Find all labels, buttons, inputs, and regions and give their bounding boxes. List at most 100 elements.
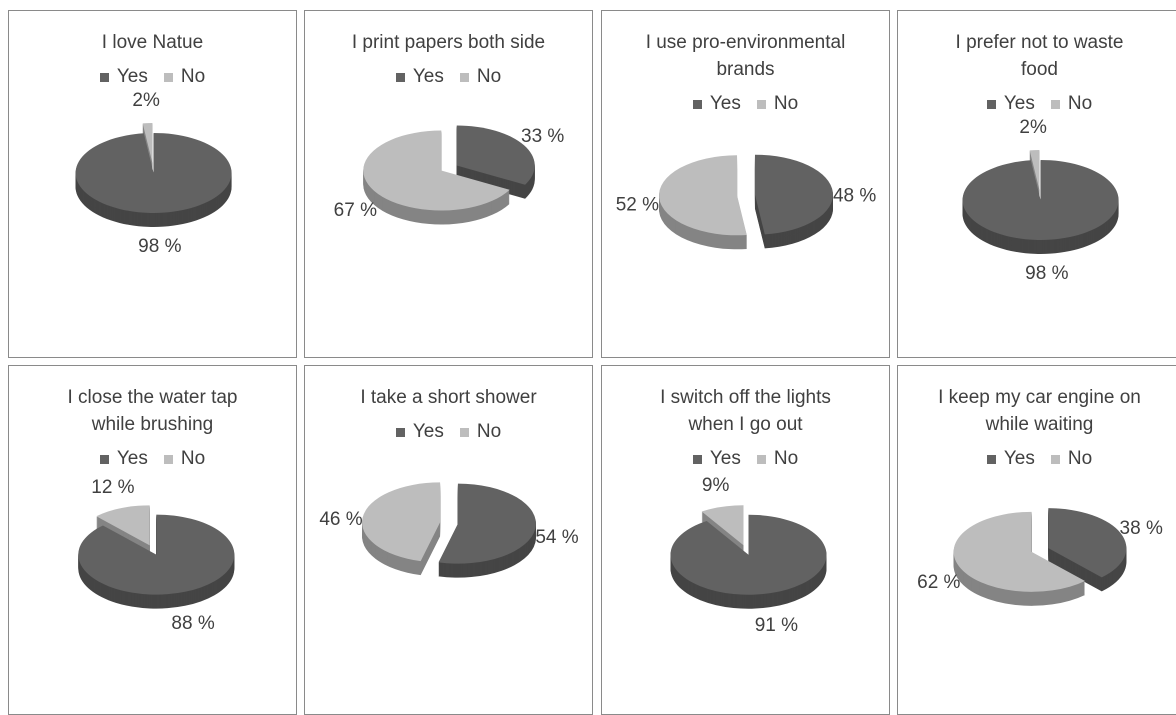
legend-label: No — [181, 66, 205, 87]
pie-plot: 48 % 52 % — [606, 115, 886, 315]
pie-plot: 98 % 2% — [13, 88, 293, 288]
pie-slice — [78, 515, 234, 595]
legend-item: No — [160, 448, 209, 469]
pie-plot: 98 % 2% — [900, 115, 1176, 315]
pie-plot: 88 % 12 % — [13, 470, 293, 670]
legend-item: No — [753, 448, 802, 469]
legend-label: Yes — [413, 66, 444, 87]
legend-swatch — [100, 73, 109, 82]
legend-swatch — [164, 73, 173, 82]
legend: Yes No — [602, 448, 889, 470]
legend-swatch — [396, 428, 405, 437]
pie-plot: 91 % 9% — [606, 470, 886, 670]
legend-item: Yes — [96, 448, 152, 469]
chart-title: I take a short shower — [344, 384, 554, 411]
pie-slice — [75, 133, 231, 213]
legend-item: Yes — [689, 93, 745, 114]
legend-swatch — [987, 100, 996, 109]
pie-plot: 33 % 67 % — [309, 88, 589, 288]
legend-item: Yes — [96, 66, 152, 87]
legend-label: Yes — [1004, 448, 1035, 469]
data-label: 48 % — [832, 185, 875, 206]
chart-title: I print papers both side — [344, 29, 554, 56]
pie-slice — [670, 515, 826, 595]
chart-title: I keep my car engine on while waiting — [935, 384, 1145, 438]
legend-label: No — [1068, 93, 1092, 114]
chart-panel: I keep my car engine on while waiting Yes… — [897, 365, 1176, 715]
data-label: 33 % — [521, 126, 564, 147]
legend: Yes No — [898, 448, 1176, 470]
legend: Yes No — [9, 448, 296, 470]
legend-swatch — [460, 73, 469, 82]
data-label: 88 % — [171, 613, 214, 634]
legend-label: Yes — [1004, 93, 1035, 114]
legend-swatch — [693, 100, 702, 109]
legend-item: Yes — [689, 448, 745, 469]
legend-label: No — [477, 66, 501, 87]
legend-item: No — [1047, 93, 1096, 114]
data-label: 2% — [132, 90, 160, 111]
data-label: 12 % — [91, 477, 134, 498]
data-label: 38 % — [1119, 518, 1162, 539]
legend-label: Yes — [117, 448, 148, 469]
chart-title: I switch off the lights when I go out — [641, 384, 851, 438]
legend-item: Yes — [983, 448, 1039, 469]
legend-item: No — [1047, 448, 1096, 469]
legend-item: No — [456, 421, 505, 442]
data-label: 9% — [701, 475, 729, 496]
legend-label: Yes — [710, 93, 741, 114]
data-label: 91 % — [754, 615, 797, 636]
legend-item: Yes — [392, 421, 448, 442]
legend-label: No — [181, 448, 205, 469]
pie-plot: 54 % 46 % — [309, 443, 589, 643]
chart-panel: I close the water tap while brushing Yes N… — [8, 365, 297, 715]
chart-panel: I switch off the lights when I go out Yes… — [601, 365, 890, 715]
legend-label: No — [774, 93, 798, 114]
data-label: 2% — [1019, 117, 1047, 138]
legend: Yes No — [305, 66, 592, 88]
data-label: 54 % — [535, 527, 578, 548]
legend-item: No — [753, 93, 802, 114]
legend-swatch — [460, 428, 469, 437]
legend: Yes No — [602, 93, 889, 115]
chart-title: I love Natue — [48, 29, 258, 56]
chart-title: I close the water tap while brushing — [48, 384, 258, 438]
legend: Yes No — [305, 421, 592, 443]
chart-panel: I take a short shower Yes No 54 % 46 % — [304, 365, 593, 715]
chart-title: I prefer not to waste food — [935, 29, 1145, 83]
legend-swatch — [757, 455, 766, 464]
data-label: 52 % — [615, 195, 658, 216]
legend-label: Yes — [117, 66, 148, 87]
legend-label: No — [774, 448, 798, 469]
chart-panel: I love Natue Yes No 98 % 2% — [8, 10, 297, 358]
legend-swatch — [757, 100, 766, 109]
legend-item: Yes — [983, 93, 1039, 114]
legend-item: No — [160, 66, 209, 87]
legend-swatch — [987, 455, 996, 464]
data-label: 98 % — [1025, 263, 1068, 284]
chart-title: I use pro-environmental brands — [641, 29, 851, 83]
data-label: 67 % — [333, 200, 376, 221]
chart-panel: I prefer not to waste food Yes No 98 % 2% — [897, 10, 1176, 358]
legend-swatch — [1051, 455, 1060, 464]
data-label: 62 % — [917, 572, 960, 593]
data-label: 46 % — [319, 509, 362, 530]
pie-plot: 38 % 62 % — [900, 470, 1176, 670]
legend-swatch — [693, 455, 702, 464]
legend-item: No — [456, 66, 505, 87]
legend-label: No — [477, 421, 501, 442]
legend-swatch — [1051, 100, 1060, 109]
legend-label: Yes — [413, 421, 444, 442]
legend-swatch — [164, 455, 173, 464]
chart-panel: I print papers both side Yes No 33 % 67 % — [304, 10, 593, 358]
legend-swatch — [100, 455, 109, 464]
data-label: 98 % — [138, 236, 181, 257]
pie-slice — [962, 160, 1118, 240]
legend-swatch — [396, 73, 405, 82]
legend-label: No — [1068, 448, 1092, 469]
chart-panel: I use pro-environmental brands Yes No 48 % 5… — [601, 10, 890, 358]
legend-item: Yes — [392, 66, 448, 87]
legend: Yes No — [898, 93, 1176, 115]
legend-label: Yes — [710, 448, 741, 469]
